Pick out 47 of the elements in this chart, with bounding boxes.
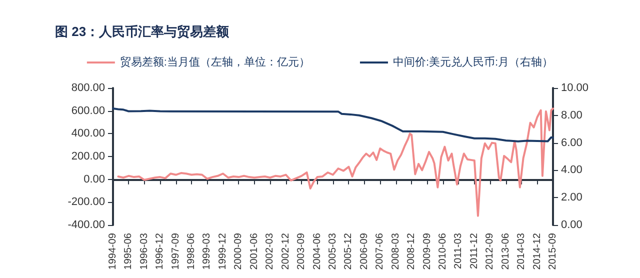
x-tick-label: 1996-03 (138, 232, 150, 270)
x-tick-label: 2007-06 (374, 232, 386, 270)
y2-tick-label: 10.00 (561, 82, 589, 94)
y-tick-label: -200.00 (68, 196, 105, 208)
x-tick-label: 1997-09 (170, 232, 182, 270)
x-tick-label: 2012-09 (484, 232, 496, 270)
y2-tick-label: 0.00 (561, 219, 582, 231)
x-tick-label: 1995-06 (123, 232, 134, 270)
y-tick-label: 400.00 (71, 128, 105, 140)
y-tick-label: -400.00 (68, 219, 105, 231)
y-tick-label: 600.00 (71, 104, 105, 117)
x-tick-label: 1998-06 (186, 232, 198, 270)
y-tick-label: 800.00 (71, 82, 105, 94)
x-tick-label: 2013-06 (500, 232, 512, 270)
line-series (112, 108, 554, 142)
x-tick-label: 1999-12 (217, 232, 228, 270)
y2-tick-label: 8.00 (561, 109, 582, 122)
x-tick-label: 2000-09 (233, 232, 244, 270)
x-tick-label: 2004-06 (312, 232, 323, 270)
x-tick-label: 2003-09 (296, 232, 308, 270)
legend-label: 中间价:美元兑人民币:月（右轴） (392, 56, 554, 68)
y2-tick-label: 6.00 (561, 136, 582, 149)
chart-title: 图 23：人民币汇率与贸易差额 (55, 24, 230, 39)
y-tick-label: 0.00 (84, 173, 105, 186)
y2-tick-label: 4.00 (561, 164, 582, 176)
x-tick-label: 2005-03 (327, 232, 338, 270)
x-tick-label: 2011-12 (468, 232, 480, 269)
x-tick-label: 2010-06 (437, 232, 448, 270)
x-tick-label: 2005-12 (343, 232, 354, 270)
x-tick-label: 2015-09 (548, 232, 558, 270)
x-tick-label: 1994-09 (108, 232, 118, 270)
x-tick-label: 2008-03 (390, 232, 402, 270)
x-tick-label: 2002-12 (280, 232, 292, 270)
legend-label: 贸易差额:当月值（左轴，单位：亿元） (120, 56, 310, 68)
y-tick-label: 200.00 (71, 150, 105, 162)
x-tick-label: 2008-12 (406, 232, 418, 270)
x-tick-label: 2009-09 (422, 232, 433, 270)
x-tick-label: 2014-03 (516, 232, 528, 270)
x-tick-label: 2014-12 (532, 232, 543, 270)
x-tick-label: 1999-03 (202, 232, 213, 270)
x-tick-label: 2001-06 (248, 232, 260, 270)
x-tick-label: 2011-03 (453, 232, 464, 269)
line-series (117, 108, 554, 217)
x-tick-label: 2006-09 (358, 232, 370, 270)
x-tick-label: 2002-03 (264, 232, 276, 270)
y2-tick-label: 2.00 (561, 192, 582, 204)
x-tick-label: 1996-12 (154, 232, 166, 270)
